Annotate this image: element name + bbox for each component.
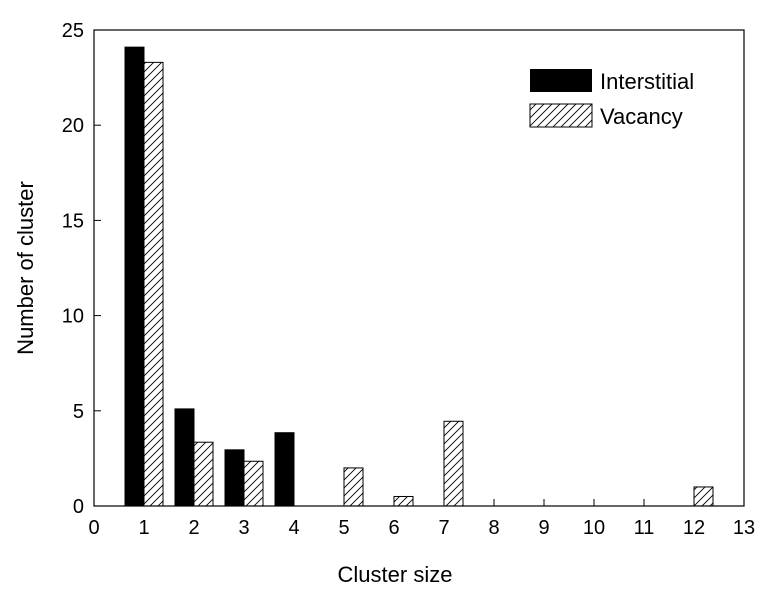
x-tick-label-7: 7 <box>438 517 449 539</box>
x-tick-label-3: 3 <box>238 517 249 539</box>
x-tick-label-12: 12 <box>683 517 705 539</box>
bar-interstitial-3 <box>224 449 245 507</box>
bar-vacancy-3 <box>243 460 264 507</box>
y-tick-label-0: 0 <box>73 496 84 518</box>
y-tick-label-10: 10 <box>62 306 84 328</box>
x-tick-label-11: 11 <box>634 517 655 539</box>
y-tick-label-15: 15 <box>62 210 84 232</box>
x-tick-label-13: 13 <box>733 517 755 539</box>
bar-interstitial-1 <box>124 46 145 507</box>
x-tick-label-8: 8 <box>488 517 499 539</box>
x-tick-label-5: 5 <box>338 517 349 539</box>
plot-frame <box>93 29 745 507</box>
legend: Interstitial Vacancy <box>529 69 694 129</box>
x-tick-label-10: 10 <box>583 517 605 539</box>
bars-layer <box>124 46 714 507</box>
x-tick-label-0: 0 <box>88 517 99 539</box>
bar-vacancy-5 <box>343 467 364 507</box>
x-tick-label-4: 4 <box>288 517 299 539</box>
legend-swatch-vacancy <box>529 103 593 128</box>
legend-label-interstitial: Interstitial <box>600 69 694 94</box>
y-tick-label-20: 20 <box>62 115 84 137</box>
x-tick-label-9: 9 <box>538 517 549 539</box>
bar-vacancy-12 <box>693 486 714 507</box>
legend-swatch-interstitial <box>530 69 592 92</box>
bar-interstitial-4 <box>274 432 295 507</box>
y-tick-label-5: 5 <box>73 401 84 423</box>
y-tick-label-25: 25 <box>62 20 84 42</box>
x-tick-label-2: 2 <box>188 517 199 539</box>
bar-interstitial-2 <box>174 408 195 507</box>
bar-vacancy-6 <box>393 495 414 507</box>
legend-label-vacancy: Vacancy <box>600 104 683 129</box>
y-axis-label: Number of cluster <box>13 181 38 355</box>
bar-vacancy-2 <box>193 441 214 507</box>
x-tick-label-1: 1 <box>138 517 149 539</box>
x-tick-label-6: 6 <box>388 517 399 539</box>
x-axis-label: Cluster size <box>338 562 453 587</box>
bar-vacancy-7 <box>443 420 464 507</box>
bar-vacancy-1 <box>143 61 164 507</box>
